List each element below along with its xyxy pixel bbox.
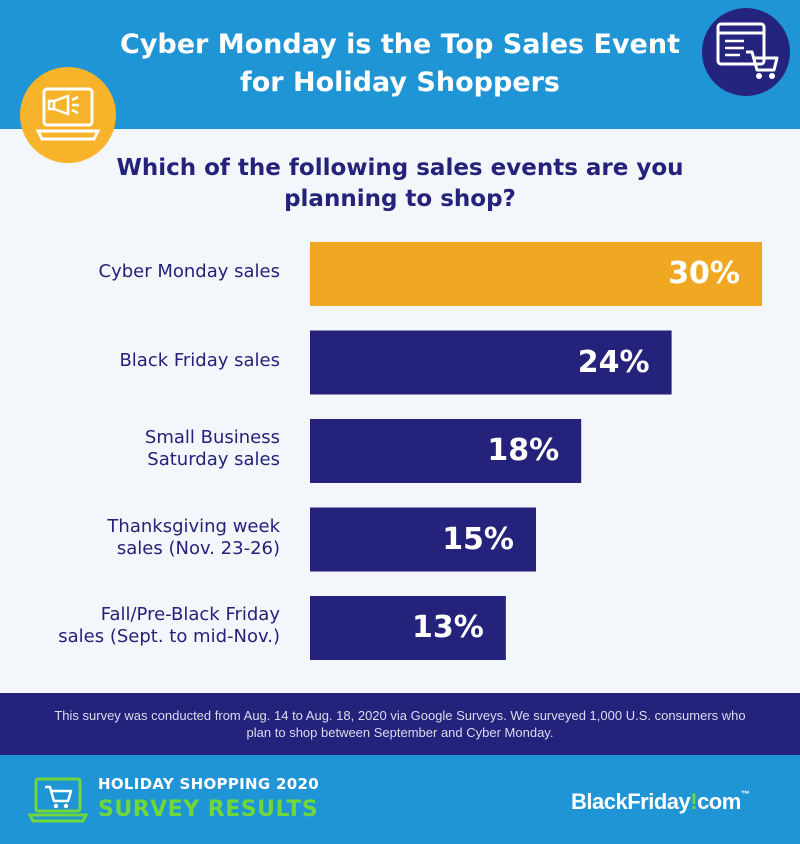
category-label-line: Fall/Pre-Black Friday <box>100 604 280 625</box>
category-label-line: Black Friday sales <box>119 349 280 371</box>
banner-subheading: SURVEY RESULTS <box>98 797 319 822</box>
bar-value-label: 15% <box>442 521 514 557</box>
bar-value-label: 13% <box>412 610 484 645</box>
laptop-megaphone-icon <box>20 67 116 163</box>
browser-cart-icon <box>702 8 790 96</box>
brand-logo: BlackFriday!com™ <box>571 789 750 815</box>
footnote-text: This survey was conducted from Aug. 14 t… <box>54 708 746 740</box>
survey-footnote: This survey was conducted from Aug. 14 t… <box>0 693 800 755</box>
category-label-line: Saturday sales <box>147 449 280 470</box>
category-label-line: Cyber Monday sales <box>98 261 281 282</box>
header-band: Cyber Monday is the Top Sales Event for … <box>0 0 800 129</box>
page-title: Cyber Monday is the Top Sales Event for … <box>120 29 680 98</box>
brand-tld: com <box>697 789 741 814</box>
brand-name: BlackFriday <box>571 789 691 814</box>
brand-exclamation-icon: ! <box>690 789 698 814</box>
category-label: Black Friday sales <box>20 350 280 372</box>
category-label-line: Small Business <box>144 427 280 448</box>
bottom-banner: HOLIDAY SHOPPING 2020 SURVEY RESULTS Bla… <box>0 755 800 844</box>
laptop-cart-icon <box>27 765 90 832</box>
survey-question: Which of the following sales events are … <box>116 155 684 212</box>
category-label-line: sales (Sept. to mid-Nov.) <box>58 626 280 647</box>
category-label: Small Business Saturday sales <box>20 427 280 471</box>
category-label-line: sales (Nov. 23-26) <box>116 537 280 559</box>
category-label-line: Thanksgiving week <box>107 515 280 537</box>
bar-value-label: 24% <box>577 344 650 380</box>
banner-heading: HOLIDAY SHOPPING 2020 <box>98 775 319 793</box>
category-label: Fall/Pre-Black Friday sales (Sept. to mid… <box>20 604 280 648</box>
bar-value-label: 18% <box>487 433 560 468</box>
category-label: Cyber Monday sales <box>20 261 281 283</box>
bar-value-label: 30% <box>668 256 740 291</box>
category-label: Thanksgiving week sales (Nov. 23-26) <box>20 516 280 560</box>
brand-trademark: ™ <box>740 789 750 799</box>
